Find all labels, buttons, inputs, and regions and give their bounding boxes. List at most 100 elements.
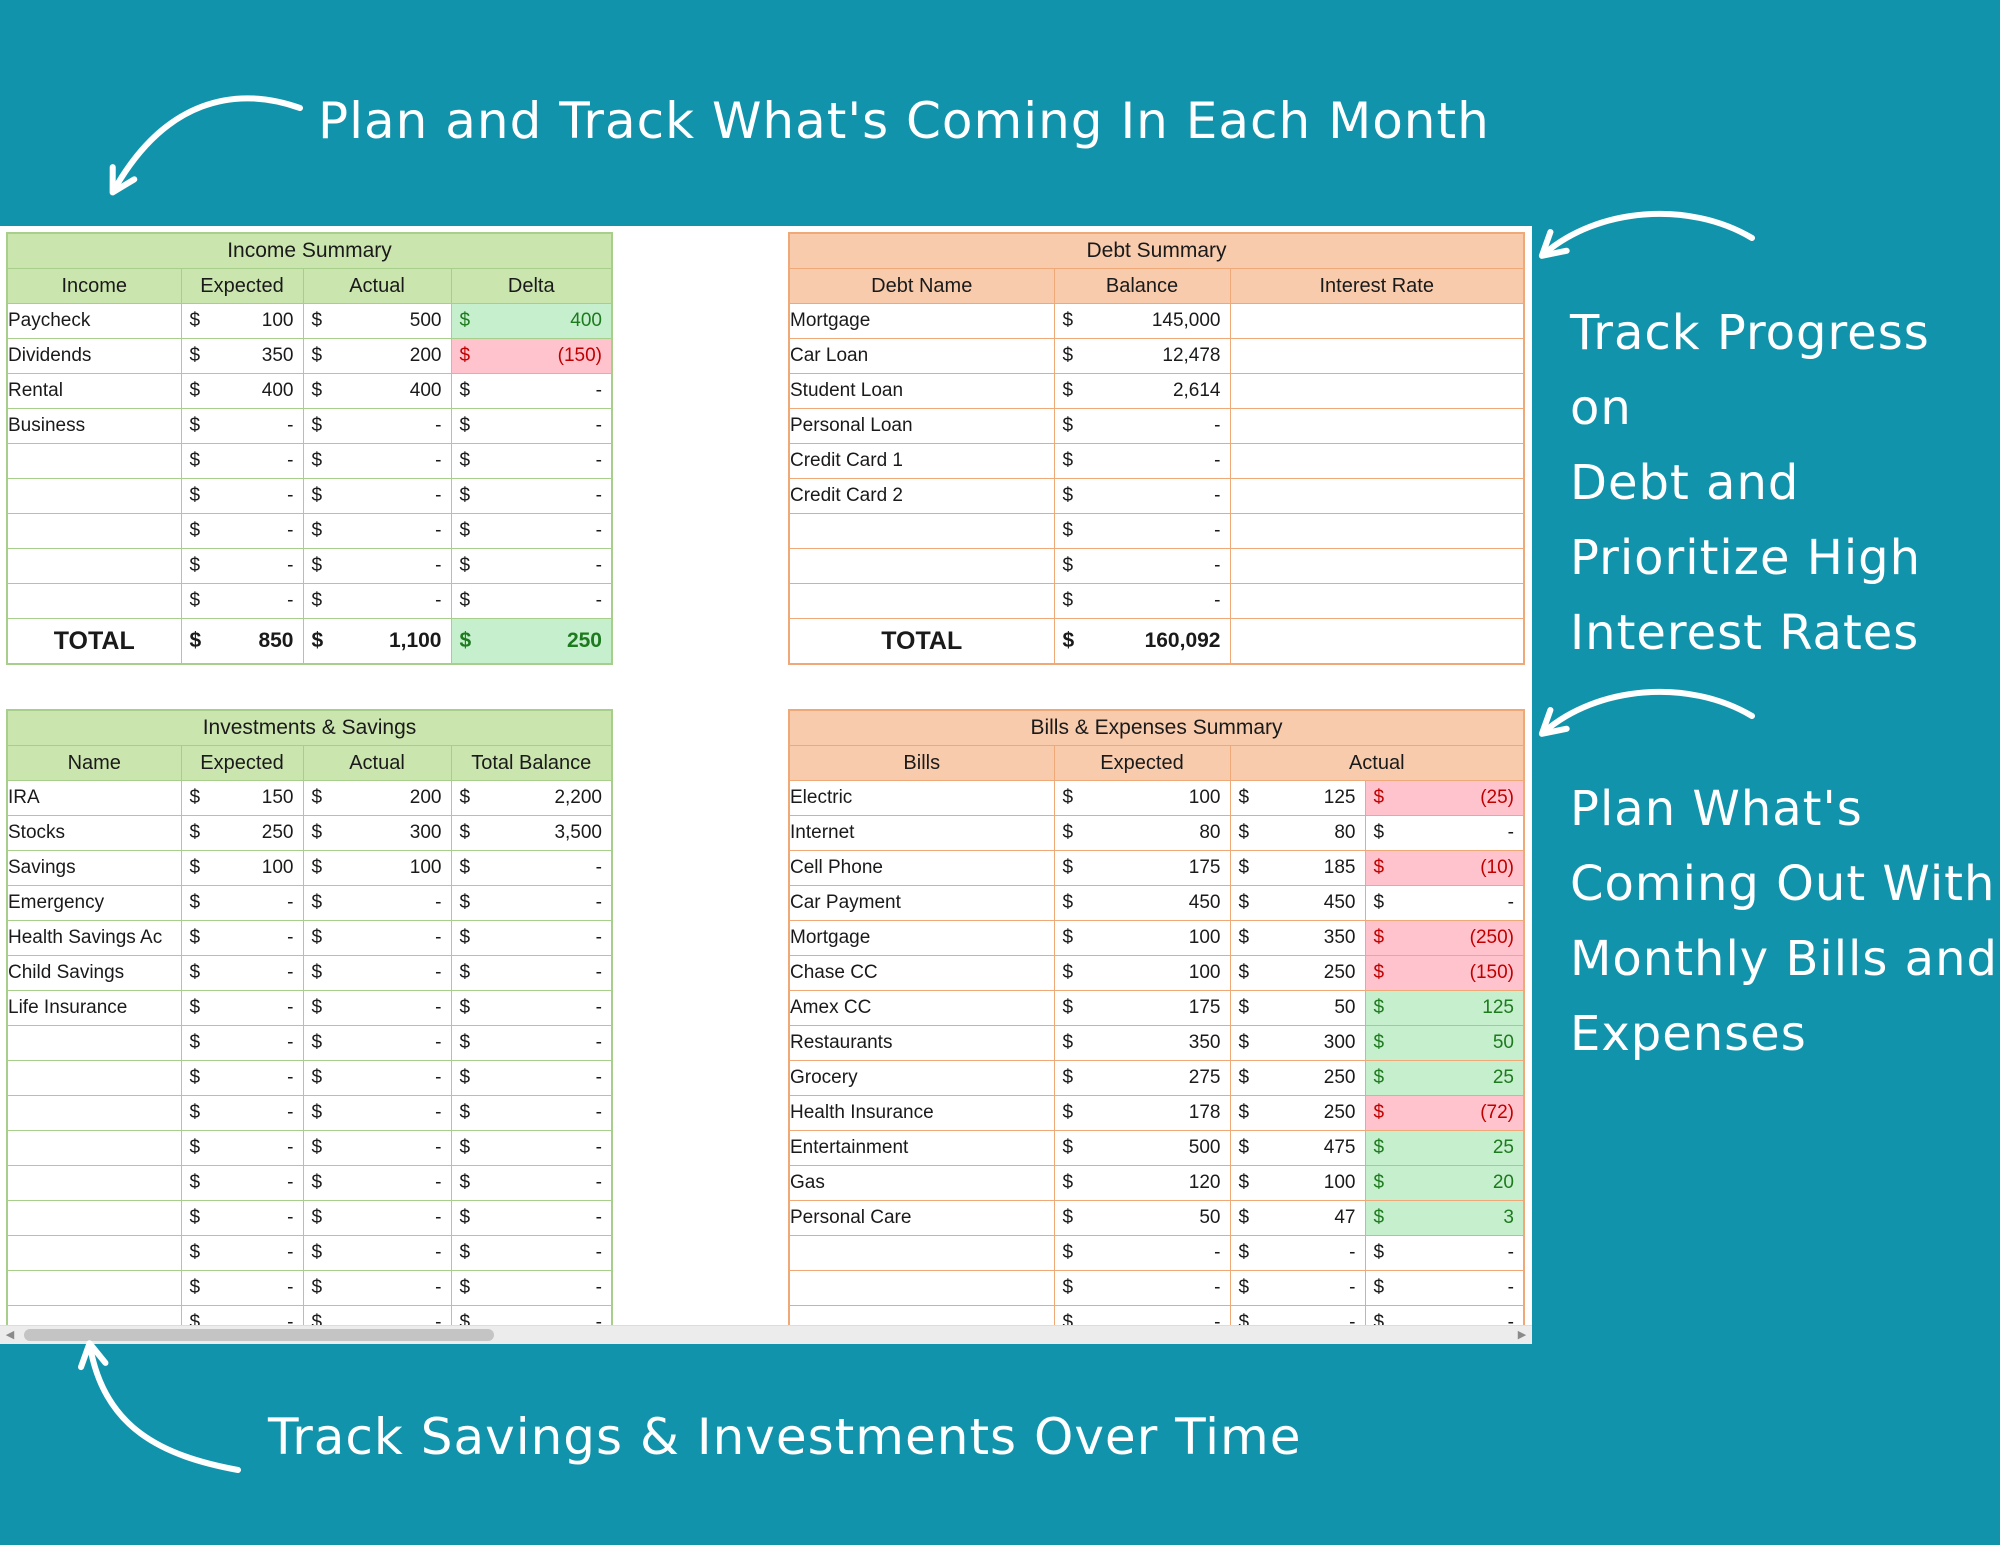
column-header[interactable]: Interest Rate [1229, 268, 1525, 304]
row-label-cell[interactable] [6, 1130, 182, 1166]
row-label-cell[interactable]: Savings [6, 850, 182, 886]
value-cell[interactable]: $ - [1053, 548, 1231, 584]
scrollbar-left-arrow-icon[interactable]: ◀ [5, 1329, 15, 1341]
value-cell[interactable]: $500 [302, 303, 452, 339]
value-cell[interactable]: $ - [180, 548, 304, 584]
value-cell[interactable]: $ - [180, 920, 304, 956]
value-cell[interactable]: $ - [450, 583, 613, 619]
value-cell[interactable]: $100 [1053, 780, 1231, 816]
row-label-cell[interactable]: Credit Card 1 [788, 443, 1055, 479]
value-cell[interactable]: $ - [180, 1060, 304, 1096]
column-header[interactable]: Delta [450, 268, 613, 304]
value-cell[interactable]: $ - [302, 955, 452, 991]
value-cell[interactable]: $500 [1053, 1130, 1231, 1166]
column-header[interactable]: Expected [180, 745, 304, 781]
value-cell[interactable]: $ - [302, 1200, 452, 1236]
value-cell[interactable]: $ - [180, 1130, 304, 1166]
value-cell[interactable]: $250 [180, 815, 304, 851]
value-cell[interactable]: $ (150) [450, 338, 613, 374]
value-cell[interactable]: $ - [1053, 513, 1231, 549]
value-cell[interactable]: $100 [180, 303, 304, 339]
value-cell[interactable]: $ - [1364, 1235, 1525, 1271]
value-cell[interactable]: $ - [450, 885, 613, 921]
value-cell[interactable]: $ - [1053, 408, 1231, 444]
value-cell[interactable]: $ - [450, 443, 613, 479]
value-cell[interactable]: $200 [302, 338, 452, 374]
value-cell[interactable]: $ - [302, 548, 452, 584]
value-cell[interactable]: $ - [1053, 478, 1231, 514]
value-cell[interactable]: $178 [1053, 1095, 1231, 1131]
value-cell[interactable]: $250 [1229, 955, 1366, 991]
value-cell[interactable]: $50 [1364, 1025, 1525, 1061]
value-cell[interactable]: $ - [450, 1060, 613, 1096]
value-cell[interactable]: $ - [180, 478, 304, 514]
value-cell[interactable]: $ - [450, 955, 613, 991]
value-cell[interactable]: $ - [1053, 443, 1231, 479]
row-label-cell[interactable]: Mortgage [788, 303, 1055, 339]
value-cell[interactable]: $ - [302, 1095, 452, 1131]
value-cell[interactable]: $145,000 [1053, 303, 1231, 339]
row-label-cell[interactable] [788, 548, 1055, 584]
value-cell[interactable]: $1,100 [302, 618, 452, 665]
value-cell[interactable]: $ (250) [1364, 920, 1525, 956]
value-cell[interactable]: $200 [302, 780, 452, 816]
horizontal-scrollbar[interactable]: ◀ ▶ [0, 1325, 1532, 1344]
value-cell[interactable]: $ - [450, 990, 613, 1026]
column-header[interactable]: Expected [180, 268, 304, 304]
value-cell[interactable]: $175 [1053, 990, 1231, 1026]
value-cell[interactable]: $ (72) [1364, 1095, 1525, 1131]
value-cell[interactable]: $ - [450, 373, 613, 409]
value-cell[interactable]: $350 [1053, 1025, 1231, 1061]
value-cell[interactable]: $120 [1053, 1165, 1231, 1201]
value-cell[interactable]: $ (10) [1364, 850, 1525, 886]
empty-cell[interactable] [1229, 583, 1525, 619]
value-cell[interactable]: $ - [302, 1270, 452, 1306]
value-cell[interactable]: $ - [1364, 1270, 1525, 1306]
column-header[interactable]: Actual [302, 268, 452, 304]
value-cell[interactable]: $ - [1053, 583, 1231, 619]
value-cell[interactable]: $450 [1229, 885, 1366, 921]
value-cell[interactable]: $ - [302, 1130, 452, 1166]
value-cell[interactable]: $ - [180, 1165, 304, 1201]
row-label-cell[interactable] [6, 1060, 182, 1096]
empty-cell[interactable] [1229, 618, 1525, 665]
row-label-cell[interactable]: Health Savings Ac [6, 920, 182, 956]
value-cell[interactable]: $ - [302, 583, 452, 619]
value-cell[interactable]: $275 [1053, 1060, 1231, 1096]
value-cell[interactable]: $ - [450, 408, 613, 444]
value-cell[interactable]: $ - [450, 1130, 613, 1166]
value-cell[interactable]: $2,614 [1053, 373, 1231, 409]
row-label-cell[interactable]: Gas [788, 1165, 1055, 1201]
empty-cell[interactable] [1229, 408, 1525, 444]
row-label-cell[interactable] [788, 1235, 1055, 1271]
row-label-cell[interactable]: Business [6, 408, 182, 444]
value-cell[interactable]: $125 [1364, 990, 1525, 1026]
value-cell[interactable]: $3,500 [450, 815, 613, 851]
value-cell[interactable]: $ - [180, 1025, 304, 1061]
value-cell[interactable]: $350 [1229, 920, 1366, 956]
row-label-cell[interactable]: Personal Care [788, 1200, 1055, 1236]
row-label-cell[interactable]: Student Loan [788, 373, 1055, 409]
total-label-cell[interactable]: TOTAL [788, 618, 1055, 665]
value-cell[interactable]: $3 [1364, 1200, 1525, 1236]
value-cell[interactable]: $350 [180, 338, 304, 374]
column-header[interactable]: Actual [1229, 745, 1525, 781]
value-cell[interactable]: $100 [1229, 1165, 1366, 1201]
value-cell[interactable]: $ - [450, 850, 613, 886]
value-cell[interactable]: $ - [180, 1095, 304, 1131]
value-cell[interactable]: $25 [1364, 1060, 1525, 1096]
value-cell[interactable]: $ - [450, 548, 613, 584]
value-cell[interactable]: $25 [1364, 1130, 1525, 1166]
value-cell[interactable]: $400 [450, 303, 613, 339]
column-header[interactable]: Balance [1053, 268, 1231, 304]
value-cell[interactable]: $12,478 [1053, 338, 1231, 374]
empty-cell[interactable] [1229, 338, 1525, 374]
row-label-cell[interactable]: Mortgage [788, 920, 1055, 956]
value-cell[interactable]: $ - [1053, 1235, 1231, 1271]
value-cell[interactable]: $ (150) [1364, 955, 1525, 991]
value-cell[interactable]: $ - [180, 408, 304, 444]
value-cell[interactable]: $300 [302, 815, 452, 851]
column-header[interactable]: Total Balance [450, 745, 613, 781]
row-label-cell[interactable]: Internet [788, 815, 1055, 851]
value-cell[interactable]: $ - [302, 990, 452, 1026]
